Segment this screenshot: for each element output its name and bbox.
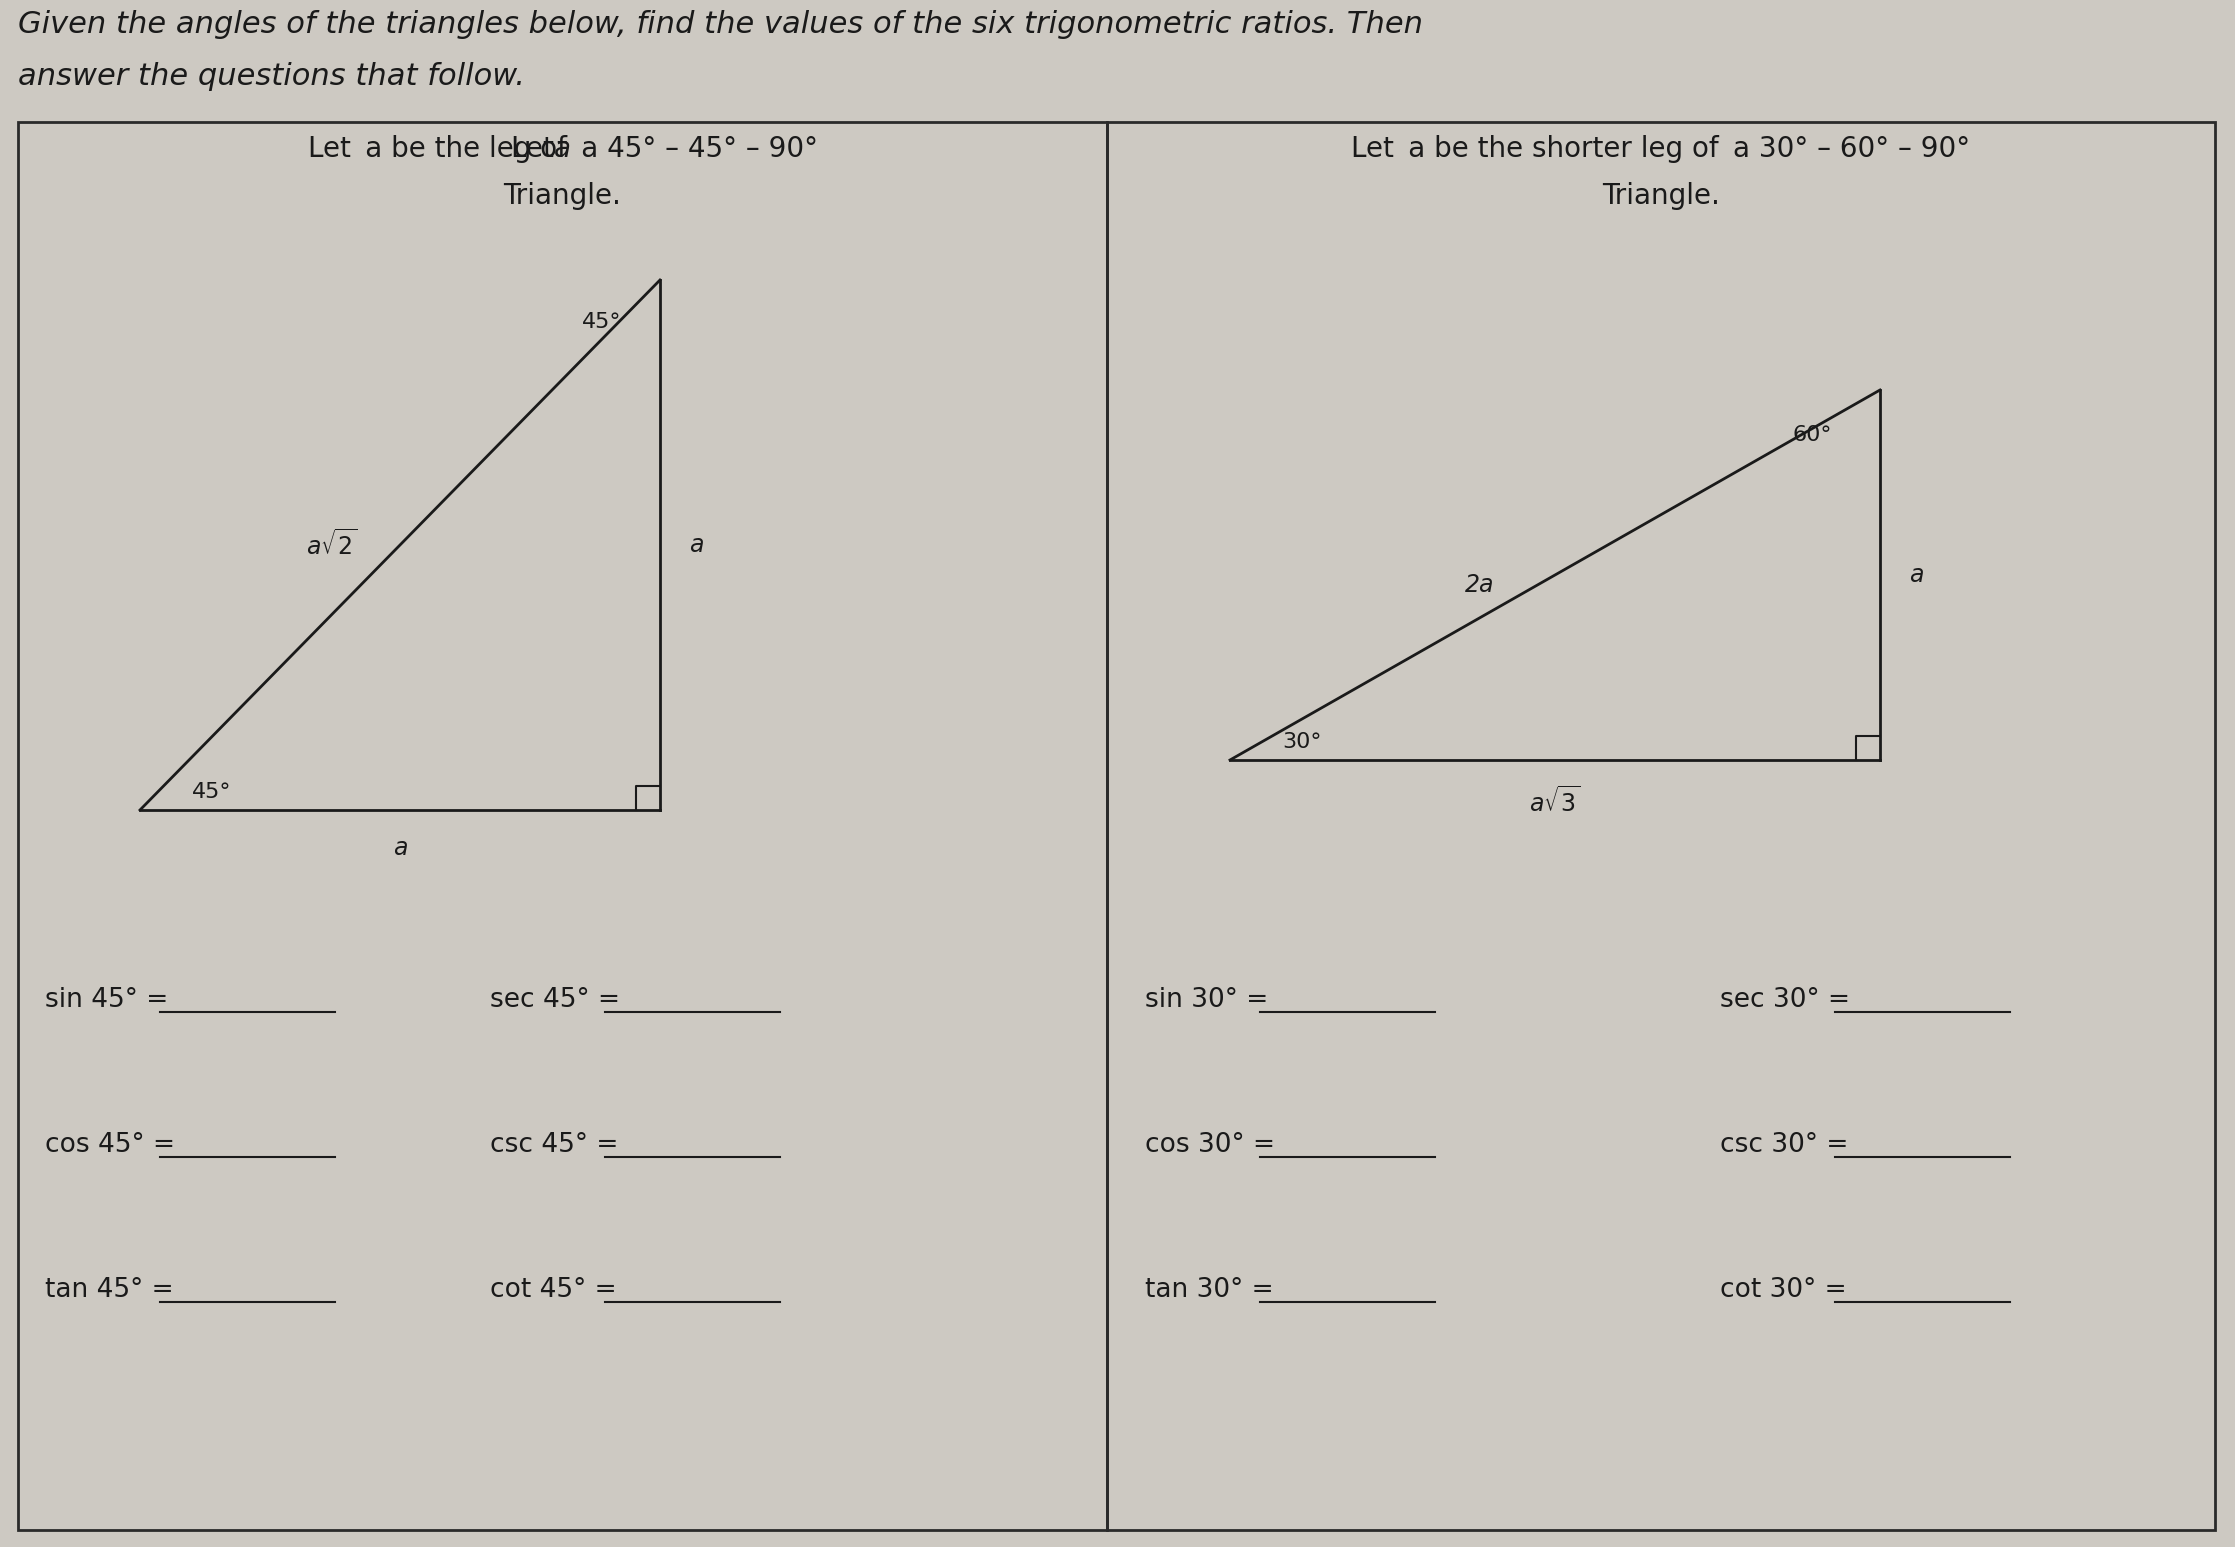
- Text: Triangle.: Triangle.: [503, 183, 621, 210]
- Text: a: a: [1909, 563, 1924, 586]
- Text: $a\sqrt{3}$: $a\sqrt{3}$: [1529, 787, 1580, 817]
- Text: 2a: 2a: [1466, 572, 1495, 597]
- Text: cos 45° =: cos 45° =: [45, 1132, 183, 1159]
- Text: sin 30° =: sin 30° =: [1144, 987, 1276, 1013]
- Text: sec 30° =: sec 30° =: [1721, 987, 1857, 1013]
- Bar: [1106, 122, 2215, 1530]
- Text: cos 30° =: cos 30° =: [1144, 1132, 1283, 1159]
- Text: cot 30° =: cot 30° =: [1721, 1276, 1855, 1303]
- Text: sec 45° =: sec 45° =: [489, 987, 628, 1013]
- Text: a: a: [393, 835, 407, 860]
- Text: $a\sqrt{2}$: $a\sqrt{2}$: [306, 529, 358, 560]
- Text: Let  a be the leg of  a 45° – 45° – 90°: Let a be the leg of a 45° – 45° – 90°: [308, 135, 818, 162]
- Text: 60°: 60°: [1792, 425, 1830, 446]
- Text: 30°: 30°: [1283, 732, 1321, 752]
- Text: Let: Let: [512, 135, 563, 162]
- Text: 45°: 45°: [581, 312, 621, 333]
- Text: Given the angles of the triangles below, find the values of the six trigonometri: Given the angles of the triangles below,…: [18, 9, 1424, 39]
- Text: 45°: 45°: [192, 781, 232, 801]
- Text: sin 45° =: sin 45° =: [45, 987, 177, 1013]
- Text: Let  a be the shorter leg of  a 30° – 60° – 90°: Let a be the shorter leg of a 30° – 60° …: [1352, 135, 1971, 162]
- Text: tan 30° =: tan 30° =: [1144, 1276, 1283, 1303]
- Text: Triangle.: Triangle.: [1602, 183, 1721, 210]
- Text: cot 45° =: cot 45° =: [489, 1276, 626, 1303]
- Text: csc 45° =: csc 45° =: [489, 1132, 626, 1159]
- Text: answer the questions that follow.: answer the questions that follow.: [18, 62, 525, 91]
- Text: tan 45° =: tan 45° =: [45, 1276, 181, 1303]
- Bar: [18, 122, 1106, 1530]
- Text: a: a: [688, 534, 704, 557]
- Text: csc 30° =: csc 30° =: [1721, 1132, 1857, 1159]
- Text: a: a: [554, 135, 570, 162]
